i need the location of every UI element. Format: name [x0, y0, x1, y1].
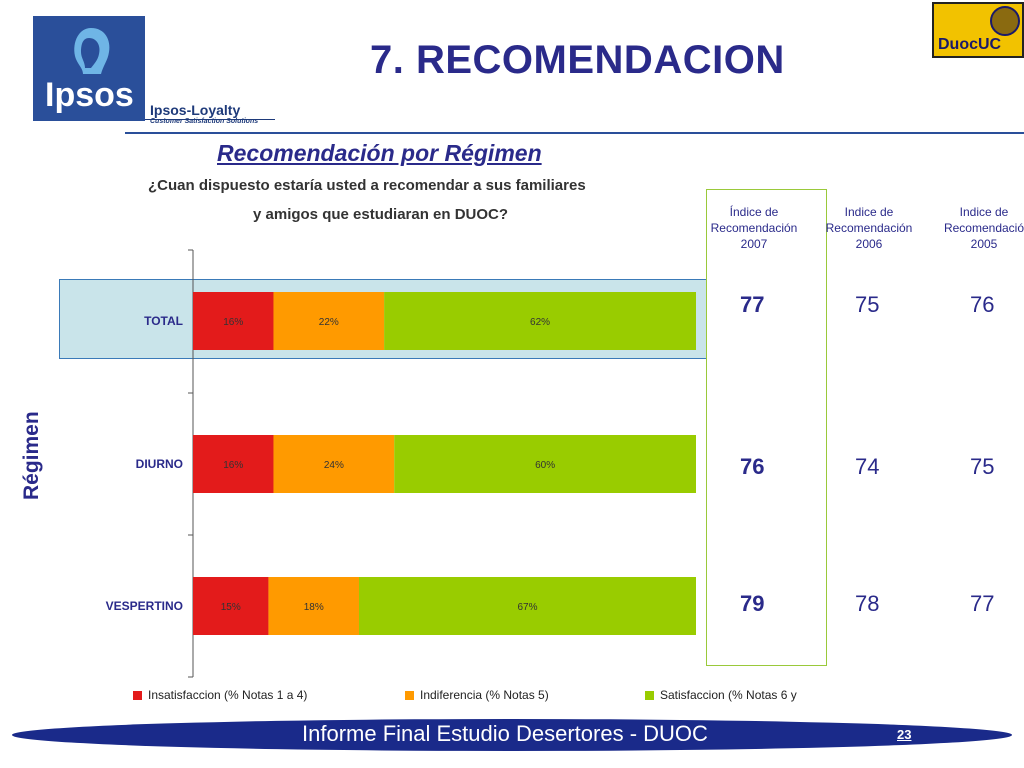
question-line-1: ¿Cuan dispuesto estaría usted a recomend…: [148, 177, 586, 194]
bar-segment: [273, 435, 395, 493]
legend-swatch: [133, 690, 142, 700]
index-value: 78: [855, 591, 880, 616]
index-value: 74: [855, 454, 880, 479]
index-column-year: 2005: [970, 237, 998, 251]
index-column-year: 2007: [740, 237, 768, 251]
index-value: 76: [970, 292, 995, 317]
ipsos-face-icon: [74, 28, 110, 74]
index-value: 76: [740, 454, 765, 479]
bar-data-label: 22%: [319, 317, 339, 328]
index-value: 77: [970, 591, 995, 616]
bar-data-label: 18%: [304, 602, 324, 613]
index-column-header-line1: Indice de: [844, 205, 894, 219]
bar-data-label: 60%: [535, 460, 555, 471]
category-label: DIURNO: [136, 457, 183, 471]
bar-data-label: 16%: [223, 460, 243, 471]
bar-data-label: 24%: [324, 460, 344, 471]
chart-title: Recomendación por Régimen: [217, 140, 542, 166]
bar-segment: [394, 435, 696, 493]
index-column-header-line1: Indice de: [959, 205, 1009, 219]
index-value: 75: [855, 292, 880, 317]
index-column-header-line2: Recomendación: [825, 221, 913, 235]
index-value: 77: [740, 292, 765, 317]
legend-item: Satisfaccion (% Notas 6 y: [645, 688, 797, 702]
footer-banner: [12, 719, 1012, 751]
loyalty-name: Ipsos-Loyalty: [150, 102, 241, 118]
duoc-logo-text: DuocUC: [938, 36, 1002, 53]
duoc-seal-icon: [990, 6, 1020, 36]
ipsos-logo-text: Ipsos: [45, 76, 134, 114]
bar-data-label: 67%: [517, 602, 537, 613]
index-2007-highlight-box: [706, 189, 827, 666]
bar-segment: [193, 577, 269, 635]
legend-label: Insatisfaccion (% Notas 1 a 4): [148, 688, 308, 702]
bar-segment: [384, 292, 696, 350]
index-value: 79: [740, 591, 765, 616]
category-label: TOTAL: [144, 314, 183, 328]
page-title: 7. RECOMENDACION: [370, 38, 785, 82]
index-column-year: 2006: [855, 237, 883, 251]
y-axis-title: Régimen: [20, 411, 43, 500]
legend-label: Satisfaccion (% Notas 6 y: [660, 688, 797, 702]
loyalty-tagline: Customer Satisfaction Solutions: [150, 118, 259, 125]
index-column-header: Indice de Recomendació 2005: [924, 204, 1024, 252]
bar-segment: [193, 292, 274, 350]
bar-segment: [193, 435, 274, 493]
header-divider: [125, 132, 1024, 134]
bar-segment: [358, 577, 696, 635]
duoc-logo: DuocUC: [932, 2, 1024, 58]
stacked-bar-chart: TOTAL 16% 22% 62% DIURNO 16% 24% 60% VESPERTINO 1…: [106, 249, 696, 678]
bar-data-label: 16%: [223, 317, 243, 328]
index-value: 75: [970, 454, 995, 479]
index-column-header-line2: Recomendació: [943, 221, 1024, 235]
footer-text: Informe Final Estudio Desertores - DUOC: [302, 721, 708, 746]
legend-item: Indiferencia (% Notas 5): [405, 688, 549, 702]
index-column-header-line1: Índice de: [729, 205, 779, 219]
index-column-header: Indice de Recomendación 2006: [809, 204, 929, 252]
legend-label: Indiferencia (% Notas 5): [420, 688, 549, 702]
legend-swatch: [645, 690, 654, 700]
legend-swatch: [405, 690, 414, 700]
question-line-2: y amigos que estudiaran en DUOC?: [253, 206, 509, 223]
page-number: 23: [897, 727, 912, 742]
bar-segment: [268, 577, 359, 635]
bar-segment: [273, 292, 385, 350]
index-column-header-line2: Recomendación: [710, 221, 798, 235]
category-label: VESPERTINO: [106, 599, 183, 613]
ipsos-logo: Ipsos: [33, 16, 145, 121]
bar-data-label: 15%: [221, 602, 241, 613]
bar-data-label: 62%: [530, 317, 550, 328]
legend-item: Insatisfaccion (% Notas 1 a 4): [133, 688, 307, 702]
loyalty-divider: [145, 119, 275, 120]
index-column-header: Índice de Recomendación 2007: [694, 204, 814, 252]
